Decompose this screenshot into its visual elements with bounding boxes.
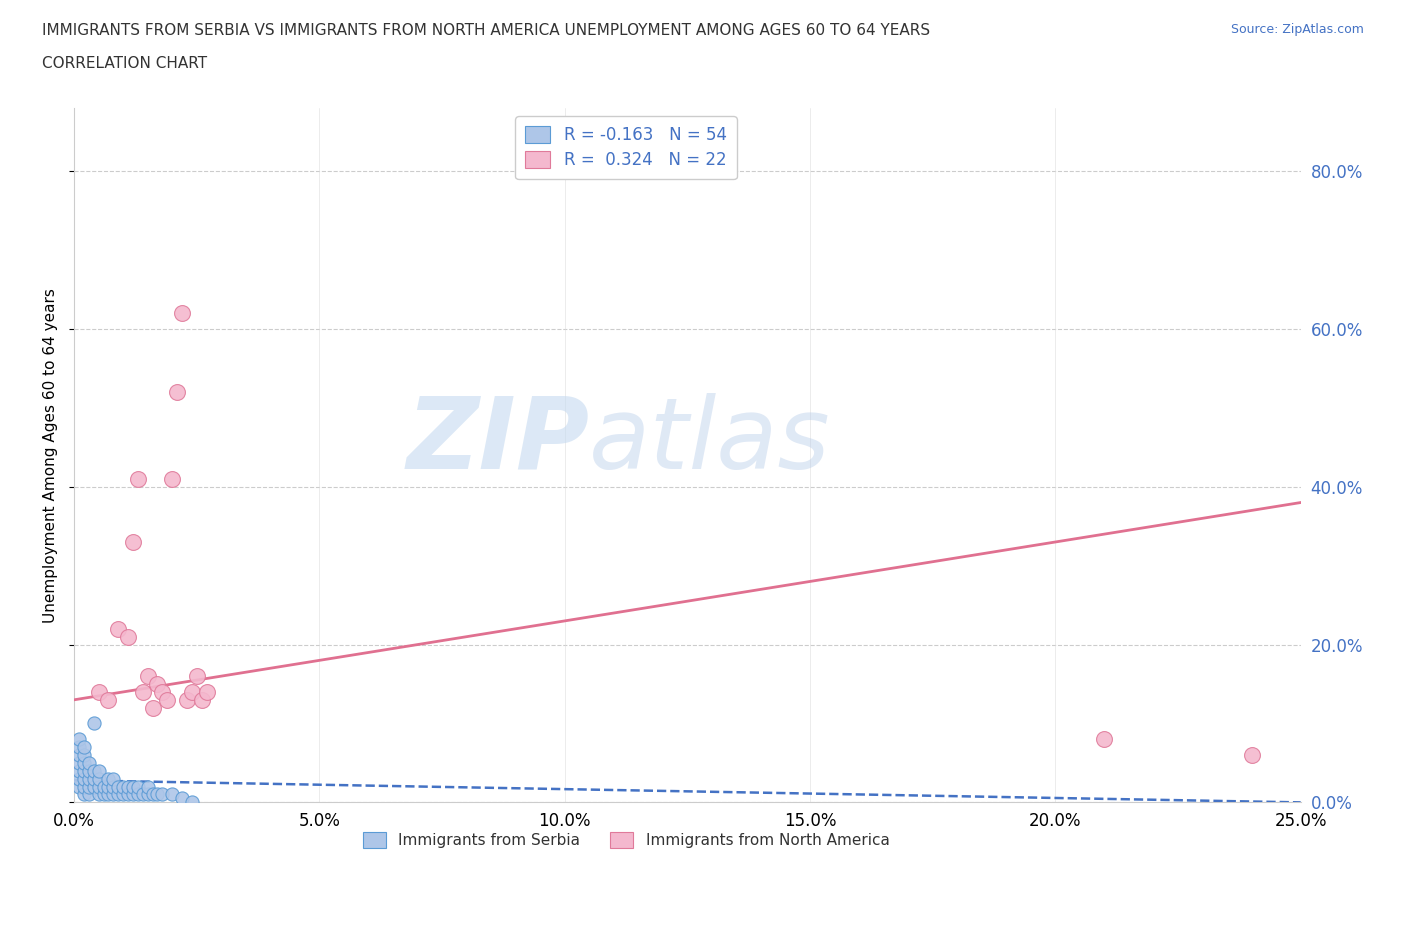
Point	[136, 779, 159, 794]
Text: ZIP: ZIP	[406, 392, 589, 490]
Point	[67, 771, 90, 786]
Point	[87, 771, 110, 786]
Point	[107, 621, 129, 636]
Point	[103, 787, 125, 802]
Point	[186, 669, 208, 684]
Point	[146, 677, 169, 692]
Point	[93, 779, 115, 794]
Point	[136, 787, 159, 802]
Text: atlas: atlas	[589, 392, 831, 490]
Point	[103, 771, 125, 786]
Point	[77, 771, 100, 786]
Point	[87, 779, 110, 794]
Text: IMMIGRANTS FROM SERBIA VS IMMIGRANTS FROM NORTH AMERICA UNEMPLOYMENT AMONG AGES : IMMIGRANTS FROM SERBIA VS IMMIGRANTS FRO…	[42, 23, 931, 38]
Point	[97, 771, 120, 786]
Text: CORRELATION CHART: CORRELATION CHART	[42, 56, 207, 71]
Point	[160, 472, 183, 486]
Point	[73, 779, 96, 794]
Text: Source: ZipAtlas.com: Source: ZipAtlas.com	[1230, 23, 1364, 36]
Point	[87, 684, 110, 699]
Point	[73, 755, 96, 770]
Point	[1240, 748, 1263, 763]
Point	[107, 787, 129, 802]
Point	[122, 779, 145, 794]
Point	[97, 787, 120, 802]
Point	[87, 764, 110, 778]
Point	[73, 764, 96, 778]
Point	[77, 755, 100, 770]
Point	[142, 787, 165, 802]
Point	[112, 787, 135, 802]
Point	[160, 787, 183, 802]
Point	[180, 684, 202, 699]
Point	[73, 771, 96, 786]
Point	[97, 692, 120, 707]
Point	[170, 306, 193, 321]
Point	[170, 791, 193, 806]
Point	[190, 692, 212, 707]
Point	[142, 700, 165, 715]
Point	[67, 748, 90, 763]
Legend: Immigrants from Serbia, Immigrants from North America: Immigrants from Serbia, Immigrants from …	[353, 823, 898, 857]
Point	[83, 716, 105, 731]
Point	[103, 779, 125, 794]
Point	[156, 692, 179, 707]
Point	[127, 779, 149, 794]
Point	[77, 764, 100, 778]
Point	[83, 779, 105, 794]
Point	[67, 779, 90, 794]
Point	[127, 787, 149, 802]
Point	[132, 787, 155, 802]
Point	[122, 535, 145, 550]
Point	[127, 472, 149, 486]
Point	[93, 787, 115, 802]
Point	[117, 630, 139, 644]
Point	[83, 771, 105, 786]
Point	[73, 787, 96, 802]
Point	[67, 755, 90, 770]
Point	[176, 692, 198, 707]
Point	[136, 669, 159, 684]
Point	[195, 684, 218, 699]
Point	[67, 764, 90, 778]
Point	[180, 795, 202, 810]
Point	[83, 764, 105, 778]
Point	[132, 684, 155, 699]
Point	[122, 787, 145, 802]
Point	[77, 779, 100, 794]
Point	[67, 732, 90, 747]
Point	[146, 787, 169, 802]
Point	[152, 787, 174, 802]
Y-axis label: Unemployment Among Ages 60 to 64 years: Unemployment Among Ages 60 to 64 years	[44, 287, 58, 622]
Point	[152, 684, 174, 699]
Point	[1092, 732, 1115, 747]
Point	[166, 385, 188, 400]
Point	[107, 779, 129, 794]
Point	[73, 748, 96, 763]
Point	[67, 739, 90, 754]
Point	[117, 787, 139, 802]
Point	[112, 779, 135, 794]
Point	[73, 739, 96, 754]
Point	[77, 787, 100, 802]
Point	[117, 779, 139, 794]
Point	[97, 779, 120, 794]
Point	[87, 787, 110, 802]
